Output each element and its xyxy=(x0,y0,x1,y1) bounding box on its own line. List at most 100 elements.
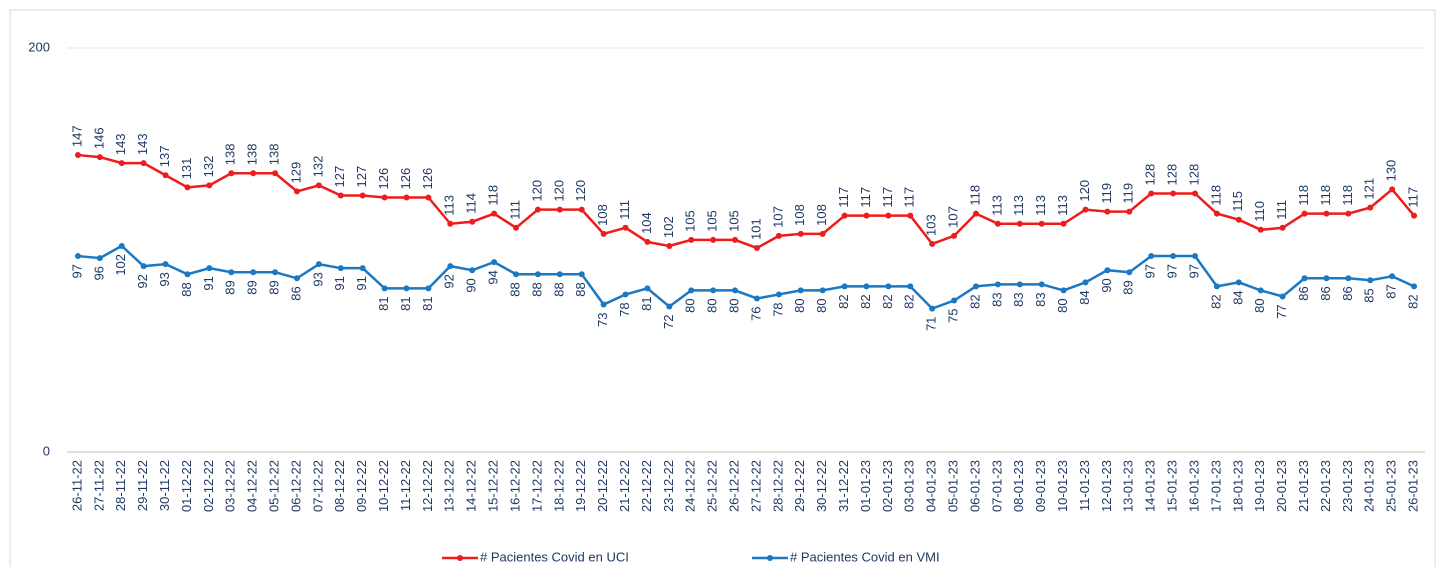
data-point xyxy=(1257,226,1264,233)
data-label: 108 xyxy=(595,204,610,226)
data-point xyxy=(907,212,914,219)
data-point xyxy=(403,194,410,201)
series-line xyxy=(77,153,1416,250)
data-point xyxy=(425,194,432,201)
data-label: 128 xyxy=(1165,164,1180,186)
data-point xyxy=(929,240,936,247)
data-point xyxy=(228,170,235,177)
data-label: 120 xyxy=(529,180,544,202)
data-label: 146 xyxy=(91,127,106,149)
data-point xyxy=(885,212,892,219)
x-tick-label: 28-12-22 xyxy=(770,460,785,512)
data-label: 83 xyxy=(989,292,1004,306)
x-tick-label: 02-12-22 xyxy=(201,460,216,512)
data-label: 115 xyxy=(1230,191,1245,212)
data-point xyxy=(556,206,563,213)
data-point xyxy=(1235,216,1242,223)
data-label: 132 xyxy=(310,156,325,178)
data-point xyxy=(272,170,279,177)
x-tick-label: 16-12-22 xyxy=(507,460,522,512)
data-point xyxy=(775,232,782,239)
data-label: 118 xyxy=(1296,185,1311,206)
data-label: 80 xyxy=(1055,298,1070,312)
data-label: 118 xyxy=(1208,185,1223,206)
data-label: 113 xyxy=(1055,195,1070,216)
data-point xyxy=(513,271,520,278)
data-point xyxy=(688,287,695,294)
data-label: 72 xyxy=(661,315,676,329)
data-point xyxy=(710,236,717,243)
x-tick-label: 15-01-23 xyxy=(1165,460,1180,512)
data-point xyxy=(250,170,257,177)
data-point xyxy=(184,184,191,191)
x-tick-label: 04-01-23 xyxy=(924,460,939,512)
x-tick-label: 04-12-22 xyxy=(245,460,260,512)
data-point xyxy=(1038,281,1045,288)
data-label: 119 xyxy=(1121,183,1136,204)
data-label: 81 xyxy=(376,296,391,310)
x-tick-label: 25-12-22 xyxy=(705,460,720,512)
data-label: 101 xyxy=(748,218,763,240)
x-tick-label: 21-01-23 xyxy=(1296,460,1311,512)
x-tick-label: 26-11-22 xyxy=(69,460,84,511)
data-point xyxy=(885,283,892,290)
data-point xyxy=(1060,220,1067,227)
data-label: 114 xyxy=(464,193,479,214)
data-label: 113 xyxy=(1011,195,1026,216)
data-label: 117 xyxy=(880,187,895,208)
data-point xyxy=(929,305,936,312)
data-point xyxy=(819,287,826,294)
legend-marker xyxy=(767,555,773,561)
data-label: 88 xyxy=(573,282,588,296)
x-tick-label: 07-12-22 xyxy=(310,460,325,512)
data-label: 88 xyxy=(529,282,544,296)
data-label: 80 xyxy=(814,298,829,312)
data-label: 107 xyxy=(770,206,785,228)
data-point xyxy=(1148,253,1155,260)
data-point xyxy=(293,188,300,195)
legend-label: # Pacientes Covid en UCI xyxy=(480,549,629,564)
data-point xyxy=(162,261,169,268)
data-label: 138 xyxy=(267,144,282,166)
data-point xyxy=(841,283,848,290)
data-point xyxy=(534,206,541,213)
data-label: 128 xyxy=(1186,164,1201,186)
data-label: 111 xyxy=(1274,200,1289,220)
data-point xyxy=(534,271,541,278)
data-point xyxy=(1345,275,1352,282)
x-tick-label: 29-12-22 xyxy=(792,460,807,512)
data-point xyxy=(1411,212,1418,219)
x-tick-label: 26-12-22 xyxy=(726,460,741,512)
data-label: 117 xyxy=(1405,187,1420,208)
x-tick-label: 03-01-23 xyxy=(902,460,917,512)
data-label: 102 xyxy=(661,216,676,238)
data-point xyxy=(710,287,717,294)
x-tick-label: 23-12-22 xyxy=(661,460,676,512)
data-point xyxy=(1192,190,1199,197)
x-tick-label: 10-12-22 xyxy=(376,460,391,512)
chart-border xyxy=(9,9,1436,567)
data-point xyxy=(1367,204,1374,211)
data-label: 107 xyxy=(946,206,961,228)
data-label: 120 xyxy=(573,180,588,202)
data-point xyxy=(381,194,388,201)
data-label: 86 xyxy=(1296,286,1311,300)
data-label: 91 xyxy=(354,276,369,290)
data-point xyxy=(753,244,760,251)
data-label: 105 xyxy=(705,210,720,232)
data-label: 90 xyxy=(1099,278,1114,292)
data-point xyxy=(118,160,125,167)
x-tick-label: 01-12-22 xyxy=(179,460,194,512)
data-label: 89 xyxy=(245,280,260,294)
data-label: 82 xyxy=(858,294,873,308)
x-tick-label: 15-12-22 xyxy=(486,460,501,512)
x-tick-label: 18-01-23 xyxy=(1230,460,1245,512)
data-label: 88 xyxy=(179,282,194,296)
data-label: 80 xyxy=(1252,298,1267,312)
x-tick-label: 25-01-23 xyxy=(1384,460,1399,512)
data-point xyxy=(1016,281,1023,288)
y-tick-label: 200 xyxy=(28,39,50,54)
data-label: 89 xyxy=(267,280,282,294)
data-point xyxy=(622,291,629,298)
